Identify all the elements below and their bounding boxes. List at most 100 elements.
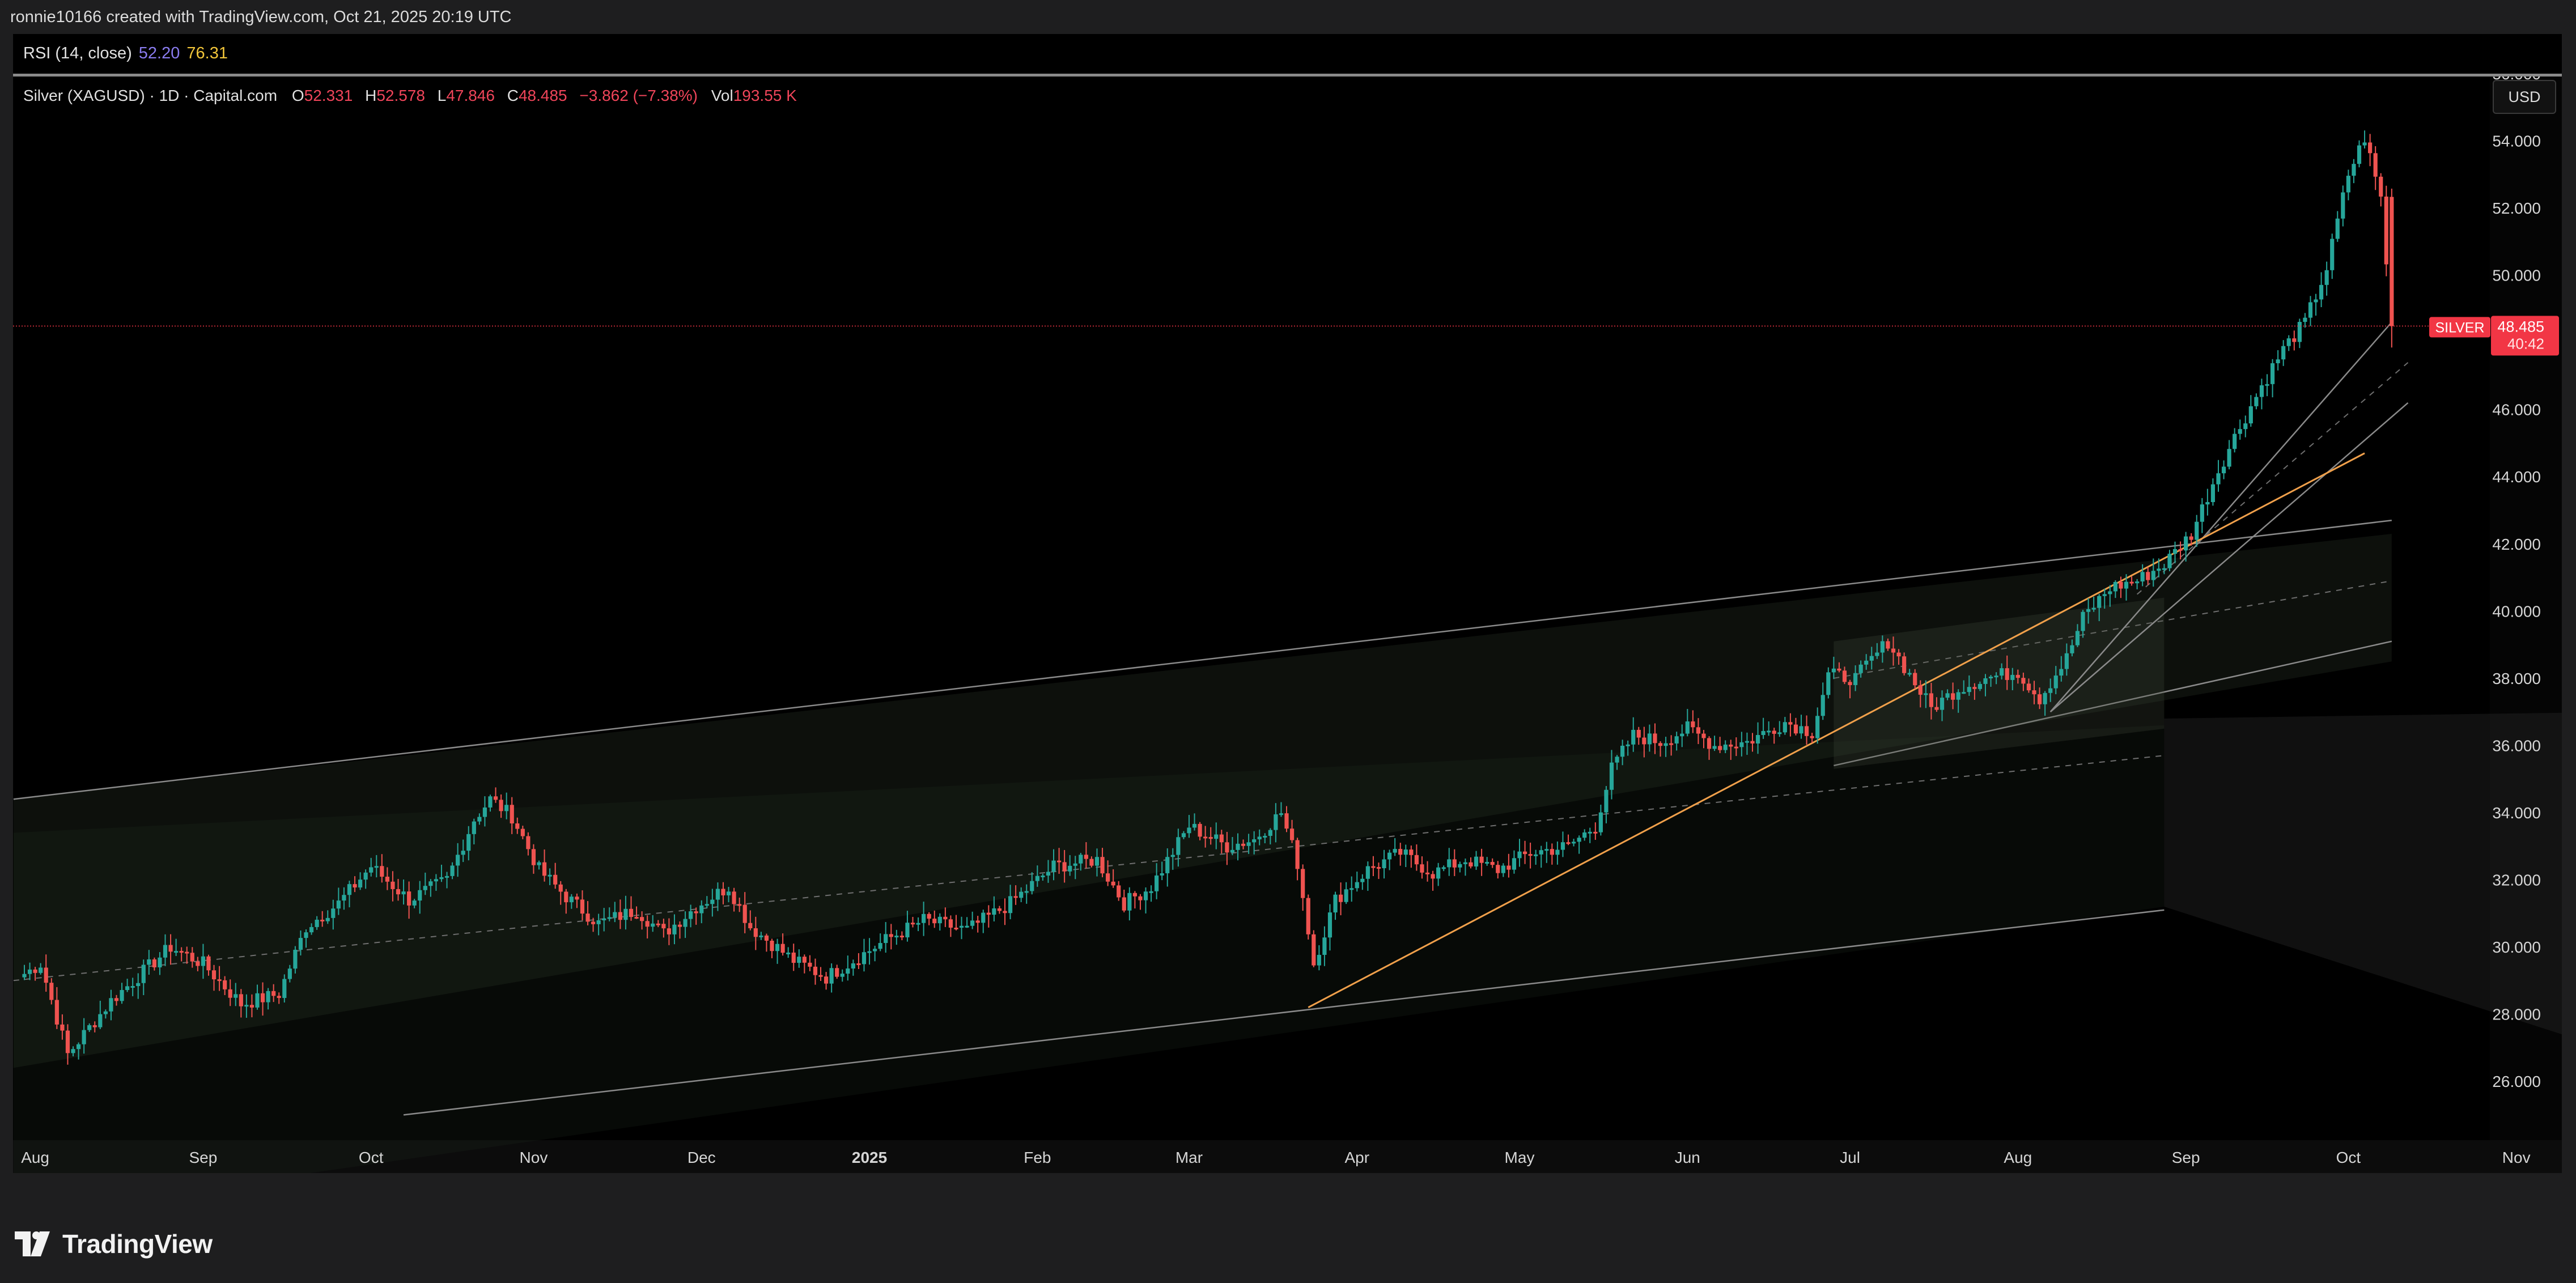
- channel-upper-line[interactable]: [13, 520, 2392, 800]
- candle-body: [569, 897, 574, 903]
- candle-body: [65, 1030, 70, 1053]
- candle-body: [1669, 743, 1674, 745]
- candle-body: [997, 908, 1002, 911]
- candle-body: [1192, 823, 1197, 828]
- candle-body: [905, 923, 910, 938]
- steep-channel-upper[interactable]: [2049, 321, 2392, 712]
- pane-separator[interactable]: [13, 74, 2562, 77]
- small-channel-median[interactable]: [1834, 580, 2392, 679]
- candle-body: [1236, 843, 1240, 850]
- candle-body: [1902, 656, 1907, 673]
- steep-channel-lower[interactable]: [2049, 402, 2409, 713]
- candle-body: [2341, 192, 2345, 219]
- candle-body: [1165, 857, 1170, 873]
- rsi-value: 52.20: [138, 44, 180, 62]
- price-pane[interactable]: 56.00054.00052.00050.00048.00046.00044.0…: [13, 77, 2562, 1173]
- candle-body: [33, 969, 37, 973]
- candle-body: [948, 919, 953, 928]
- currency-button[interactable]: USD: [2493, 80, 2556, 114]
- candle-body: [488, 796, 493, 808]
- candle-body: [412, 900, 417, 906]
- candle-body: [1079, 855, 1083, 864]
- candle-body: [672, 924, 677, 934]
- candle-body: [580, 899, 585, 914]
- candle-body: [1777, 732, 1782, 734]
- candle-body: [1170, 855, 1175, 857]
- candle-body: [82, 1030, 86, 1044]
- tradingview-logo[interactable]: TradingView: [15, 1229, 213, 1259]
- candle-body: [965, 925, 969, 928]
- candle-body: [1755, 735, 1760, 744]
- candle-body: [2390, 197, 2394, 326]
- candle-body: [1967, 687, 1971, 693]
- open-value: 52.331: [304, 87, 353, 104]
- candle-body: [201, 956, 206, 966]
- candle-body: [54, 1000, 59, 1025]
- time-axis[interactable]: [13, 1140, 2562, 1173]
- candle-body: [1019, 891, 1024, 898]
- candle-body: [1030, 881, 1034, 891]
- candle-body: [2259, 385, 2264, 397]
- candle-body: [1431, 874, 1435, 879]
- candle-body: [575, 897, 579, 900]
- candle-body: [1517, 851, 1522, 859]
- steep-channel-median[interactable]: [2136, 362, 2409, 595]
- channel-median-line[interactable]: [13, 755, 2165, 982]
- x-tick-label: Aug: [21, 1149, 49, 1166]
- orange-trendline[interactable]: [1308, 452, 2365, 1009]
- candle-body: [1387, 852, 1392, 860]
- candle-body: [791, 952, 796, 963]
- candle-body: [2086, 609, 2091, 612]
- candle-body: [466, 834, 471, 851]
- candle-body: [607, 917, 612, 919]
- candle-body: [975, 920, 980, 923]
- rsi-pane[interactable]: RSI (14, close) 52.20 76.31: [13, 34, 2562, 74]
- candle-body: [315, 919, 319, 927]
- candle-body: [824, 976, 829, 984]
- candle-body: [640, 917, 644, 921]
- candle-body: [759, 935, 763, 937]
- candle-body: [1988, 677, 1993, 679]
- candle-body: [884, 934, 888, 944]
- candle-body: [1534, 854, 1538, 856]
- candle-body: [1268, 830, 1272, 836]
- candle-body: [2368, 142, 2373, 154]
- candle-body: [2319, 284, 2324, 300]
- candle-body: [1512, 858, 1517, 870]
- candle-body: [656, 923, 660, 925]
- price-axis[interactable]: [2490, 77, 2562, 1140]
- candle-body: [1155, 875, 1159, 891]
- candle-body: [2254, 397, 2259, 406]
- candle-body: [1609, 762, 1614, 790]
- candle-body: [851, 963, 855, 969]
- candle-body: [1772, 730, 1776, 734]
- candle-body: [840, 974, 844, 977]
- candle-body: [2091, 607, 2096, 610]
- candle-body: [493, 796, 498, 800]
- y-tick-label: 44.000: [2492, 468, 2541, 486]
- candle-body: [889, 934, 893, 937]
- candle-body: [2026, 683, 2031, 691]
- candle-body: [1203, 836, 1208, 839]
- candle-body: [499, 800, 503, 812]
- candle-body: [2379, 176, 2383, 197]
- candle-body: [1582, 832, 1587, 838]
- candle-body: [1327, 912, 1332, 938]
- y-tick-label: 54.000: [2492, 133, 2541, 150]
- x-tick-label: Sep: [2172, 1149, 2200, 1166]
- candle-body: [602, 918, 606, 921]
- price-chart-canvas[interactable]: 56.00054.00052.00050.00048.00046.00044.0…: [13, 77, 2562, 1173]
- candles[interactable]: [22, 130, 2394, 1065]
- candle-body: [937, 916, 942, 924]
- channel-lower-line[interactable]: [403, 909, 2165, 1116]
- candle-body: [1820, 695, 1825, 716]
- small-channel-lower[interactable]: [1834, 640, 2392, 767]
- x-tick-label: Feb: [1024, 1149, 1051, 1166]
- candle-body: [629, 908, 634, 917]
- candle-body: [1642, 737, 1646, 745]
- candle-body: [970, 920, 975, 926]
- candle-body: [1501, 865, 1505, 873]
- candle-body: [1983, 678, 1988, 684]
- candle-body: [27, 969, 32, 974]
- candle-body: [2135, 581, 2140, 584]
